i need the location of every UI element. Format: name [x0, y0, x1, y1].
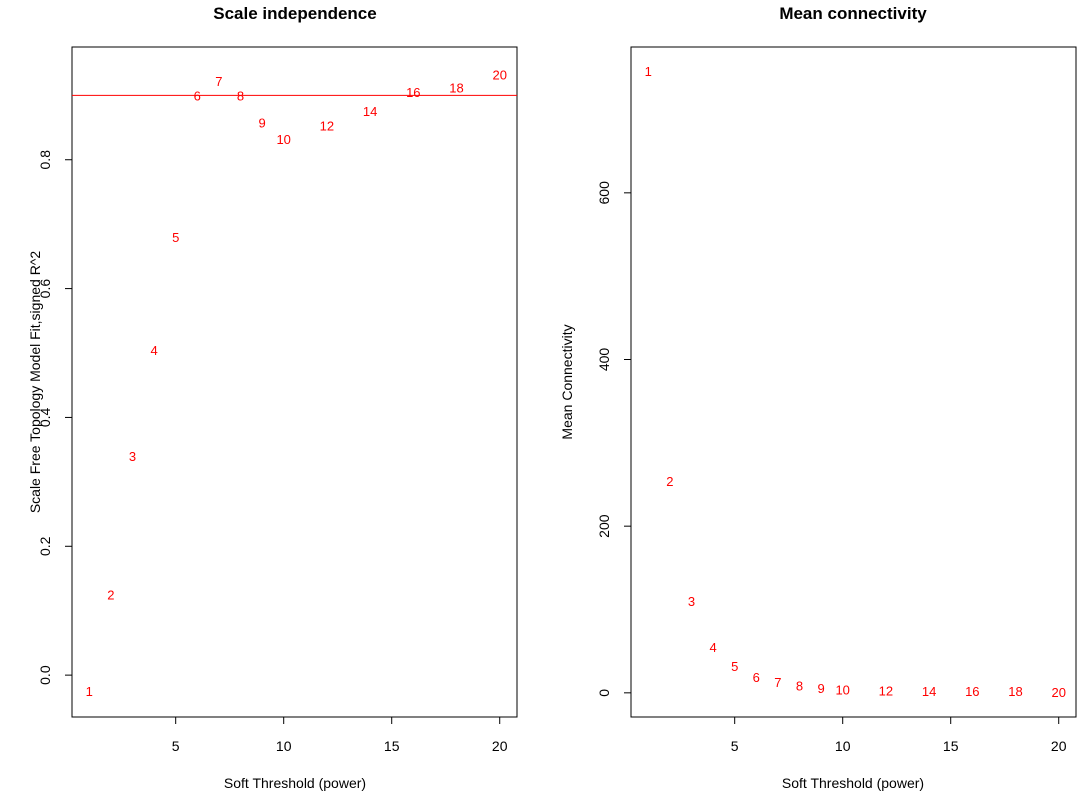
x-axis-label: Soft Threshold (power) [782, 775, 924, 791]
data-point-label: 5 [731, 659, 738, 674]
data-point-label: 8 [796, 678, 803, 693]
y-tick-label: 0.8 [37, 150, 53, 170]
x-tick-label: 20 [1051, 738, 1067, 754]
x-ticks: 5 10 15 20 [172, 717, 508, 754]
data-point-label: 9 [817, 681, 824, 696]
data-point-label: 1 [645, 64, 652, 79]
data-point-label: 18 [1008, 684, 1022, 699]
chart-title: Mean connectivity [779, 4, 927, 23]
x-tick-label: 10 [276, 738, 292, 754]
data-point-label: 6 [194, 88, 201, 103]
scale-independence-panel: Scale independence Soft Threshold (power… [27, 4, 518, 791]
chart-title: Scale independence [213, 4, 376, 23]
data-point-label: 12 [320, 119, 334, 134]
data-point-label: 7 [215, 74, 222, 89]
y-axis-label: Scale Free Topology Model Fit,signed R^2 [27, 251, 43, 514]
x-tick-label: 5 [172, 738, 180, 754]
data-point-label: 4 [709, 640, 716, 655]
plot-frame [630, 46, 1077, 718]
x-tick-label: 10 [835, 738, 851, 754]
data-point-label: 3 [688, 594, 695, 609]
y-tick-label: 0.4 [37, 407, 53, 427]
data-point-label: 20 [492, 68, 506, 83]
mean-connectivity-panel: Mean connectivity Soft Threshold (power)… [559, 4, 1077, 791]
x-ticks: 5 10 15 20 [731, 717, 1067, 754]
x-axis-label: Soft Threshold (power) [224, 775, 366, 791]
y-tick-label: 0.2 [37, 536, 53, 556]
y-ticks: 0.0 0.2 0.4 0.6 0.8 [37, 150, 72, 685]
data-point-label: 20 [1051, 685, 1065, 700]
data-point-label: 16 [406, 85, 420, 100]
x-tick-label: 20 [492, 738, 508, 754]
data-point-label: 18 [449, 81, 463, 96]
y-tick-label: 200 [596, 514, 612, 538]
data-point-label: 4 [150, 343, 157, 358]
data-point-label: 1 [86, 684, 93, 699]
x-tick-label: 5 [731, 738, 739, 754]
y-tick-label: 0 [596, 689, 612, 697]
data-point-label: 9 [258, 115, 265, 130]
x-tick-label: 15 [384, 738, 400, 754]
data-point-label: 14 [922, 684, 936, 699]
data-point-label: 6 [753, 670, 760, 685]
y-ticks: 0 200 400 600 [596, 181, 631, 697]
y-tick-label: 600 [596, 181, 612, 205]
data-point-label: 7 [774, 675, 781, 690]
data-point-label: 8 [237, 88, 244, 103]
data-point-label: 10 [276, 132, 290, 147]
y-tick-label: 400 [596, 348, 612, 372]
data-point-label: 3 [129, 449, 136, 464]
data-point-label: 14 [363, 104, 377, 119]
data-point-label: 2 [107, 588, 114, 603]
data-point-label: 5 [172, 230, 179, 245]
y-tick-label: 0.6 [37, 279, 53, 299]
y-axis-label: Mean Connectivity [559, 324, 575, 439]
data-point-label: 10 [835, 683, 849, 698]
data-point-label: 16 [965, 684, 979, 699]
y-tick-label: 0.0 [37, 665, 53, 685]
x-tick-label: 15 [943, 738, 959, 754]
data-point-label: 12 [879, 683, 893, 698]
plot-frame [71, 46, 518, 718]
data-point-label: 2 [666, 474, 673, 489]
